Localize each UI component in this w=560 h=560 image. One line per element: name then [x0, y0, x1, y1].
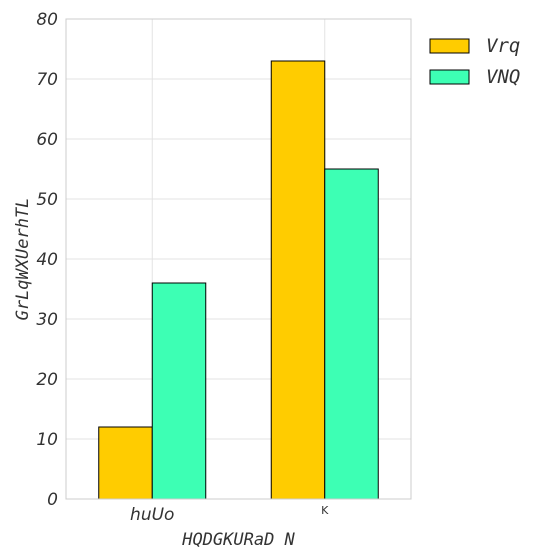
y-tick-label: 10 — [36, 430, 58, 450]
plot-frame — [65, 18, 412, 500]
x-axis-ticks: huUo K — [130, 504, 329, 525]
y-tick-label: 40 — [36, 250, 58, 270]
y-tick-label: 80 — [36, 10, 58, 30]
y-axis-ticks: 0 10 20 30 40 50 60 70 80 — [36, 10, 58, 510]
x-tick-label: K — [321, 504, 329, 517]
legend: Vrq VNQ — [429, 35, 520, 88]
bar — [270, 60, 326, 500]
y-tick-label: 60 — [36, 130, 58, 150]
legend-label: Vrq — [486, 35, 520, 57]
legend-swatch — [429, 38, 470, 54]
bar — [324, 168, 379, 500]
y-tick-label: 50 — [36, 190, 58, 210]
y-tick-label: 70 — [36, 70, 58, 90]
y-tick-label: 20 — [36, 370, 58, 390]
x-axis-label: HQDGKURaD N — [181, 530, 295, 550]
x-tick-label: huUo — [130, 505, 174, 525]
bar — [151, 282, 207, 500]
y-axis-label: GrLqWXUerhTL — [13, 198, 33, 321]
y-tick-label: 0 — [47, 490, 58, 510]
legend-label: VNQ — [486, 66, 520, 88]
y-tick-label: 30 — [36, 310, 58, 330]
bars — [98, 60, 379, 500]
bar — [98, 426, 153, 500]
legend-swatch — [429, 69, 470, 85]
